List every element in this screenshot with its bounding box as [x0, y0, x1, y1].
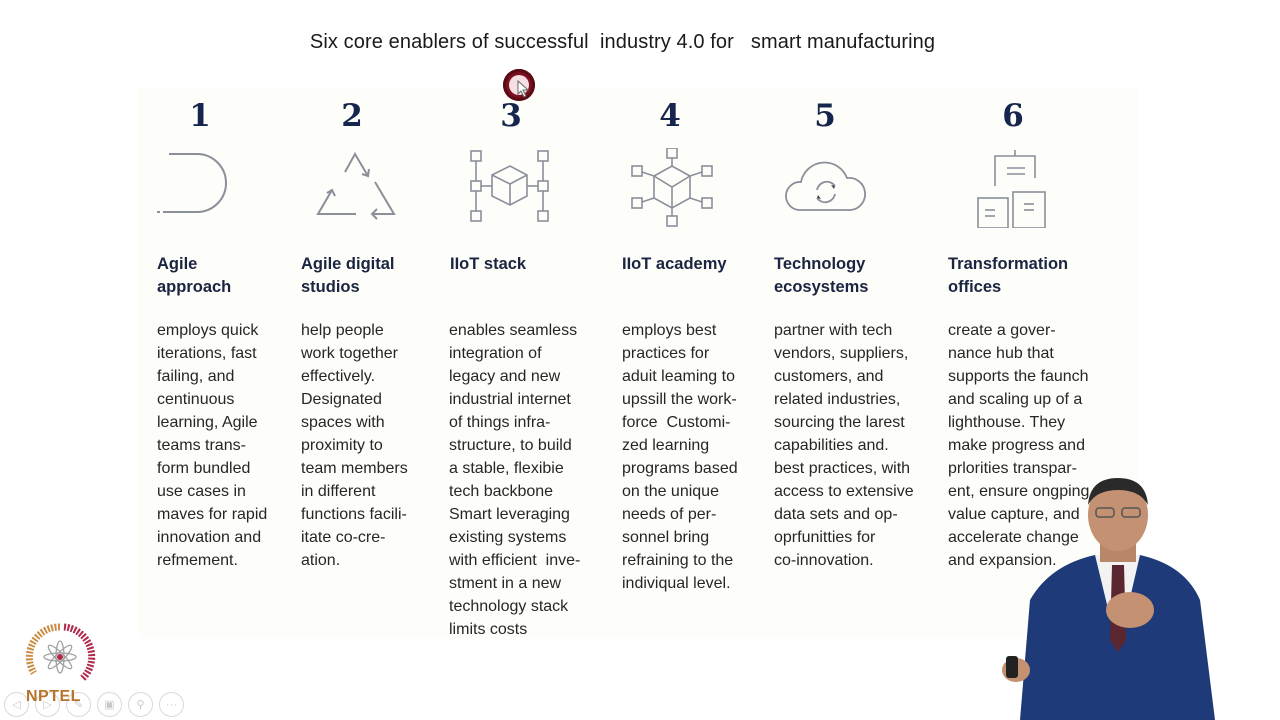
nptel-logo: [25, 623, 96, 682]
enabler-body-3: enables seamless integration of legacy a…: [449, 322, 581, 638]
cloud-sync-icon: [781, 148, 871, 228]
enabler-body-6: create a gover- nance hub that supports …: [948, 322, 1090, 569]
slideshow-controls: ◁ ▷ ✎ ▣ ⚲ ···: [4, 692, 184, 717]
presenter-video: [1002, 478, 1215, 720]
half-loop-icon: [155, 148, 245, 228]
pen-tool-button[interactable]: ✎: [66, 692, 91, 717]
zoom-button[interactable]: ⚲: [128, 692, 153, 717]
content-panel: [138, 88, 1138, 638]
nptel-logo-text: NPTEL: [26, 688, 81, 705]
enabler-heading-2: Agile digital studios: [301, 255, 395, 296]
enabler-heading-5: Technology ecosystems: [774, 255, 869, 296]
enabler-body-5: partner with tech vendors, suppliers, cu…: [774, 322, 914, 569]
org-documents-icon: [970, 148, 1060, 229]
next-slide-button[interactable]: ▷: [35, 692, 60, 717]
enabler-heading-4: IIoT academy: [622, 255, 727, 273]
slide-title: Six core enablers of successful industry…: [309, 31, 936, 53]
mouse-pointer-icon: [517, 80, 530, 98]
enabler-number-3: 3: [500, 98, 522, 134]
cube-network-icon: [465, 148, 555, 228]
cube-hub-icon: [627, 147, 717, 228]
enabler-body-2: help people work together effectively. D…: [301, 322, 408, 569]
enabler-body-4: employs best practices for aduit leaming…: [622, 322, 738, 592]
more-options-button[interactable]: ···: [159, 692, 184, 717]
enabler-heading-6: Transformation offices: [948, 255, 1069, 296]
enabler-number-2: 2: [341, 98, 363, 134]
enabler-heading-1: Agile approach: [157, 255, 232, 296]
see-all-slides-button[interactable]: ▣: [97, 692, 122, 717]
recycle-arrows-icon: [310, 148, 400, 228]
previous-slide-button[interactable]: ◁: [4, 692, 29, 717]
enabler-body-1: employs quick iterations, fast failing, …: [157, 322, 268, 569]
enabler-heading-3: IIoT stack: [450, 255, 527, 273]
enabler-number-6: 6: [1002, 98, 1024, 134]
enabler-number-1: 1: [189, 98, 211, 134]
enabler-number-5: 5: [814, 98, 836, 134]
enabler-number-4: 4: [659, 98, 681, 134]
